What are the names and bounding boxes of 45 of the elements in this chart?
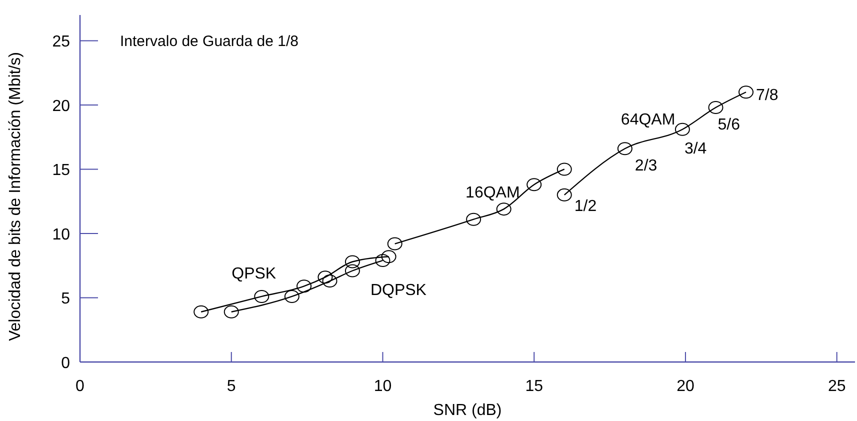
y-tick-label: 0 bbox=[61, 355, 70, 372]
x-axis-title: SNR (dB) bbox=[433, 402, 502, 419]
point bbox=[556, 188, 572, 202]
point bbox=[556, 162, 572, 176]
series-label: 64QAM bbox=[620, 112, 676, 129]
point bbox=[526, 178, 542, 192]
annotation: Intervalo de Guarda de 1/8 bbox=[120, 33, 298, 50]
point bbox=[496, 202, 512, 216]
point bbox=[194, 305, 209, 318]
x-tick-label: 10 bbox=[374, 378, 392, 395]
point bbox=[224, 305, 239, 318]
annotation: 2/3 bbox=[634, 158, 658, 175]
point bbox=[617, 142, 632, 156]
point bbox=[322, 274, 338, 288]
annotation: 7/8 bbox=[756, 87, 778, 104]
y-tick-label: 15 bbox=[52, 162, 70, 180]
point bbox=[296, 280, 312, 293]
point bbox=[318, 270, 333, 284]
annotation: 5/6 bbox=[718, 116, 740, 134]
x-tick-label: 20 bbox=[676, 378, 694, 395]
x-tick-label: 15 bbox=[525, 378, 544, 395]
point bbox=[708, 101, 724, 114]
point bbox=[381, 250, 396, 264]
point bbox=[375, 254, 390, 267]
y-tick-label: 5 bbox=[61, 290, 70, 308]
annotation: 1/2 bbox=[574, 198, 597, 215]
point bbox=[674, 122, 690, 136]
y-axis-title: Velocidad de bits de Información (Mbit/s) bbox=[7, 52, 24, 342]
point bbox=[344, 264, 360, 278]
x-tick-label: 0 bbox=[76, 378, 85, 395]
point bbox=[387, 237, 402, 250]
series-label: 16QAM bbox=[466, 184, 520, 202]
point bbox=[466, 212, 482, 226]
series-label: QPSK bbox=[232, 265, 276, 282]
series-label: DQPSK bbox=[370, 282, 427, 299]
y-tick-label: 10 bbox=[52, 226, 70, 244]
x-tick-label: 25 bbox=[828, 378, 846, 395]
point bbox=[284, 290, 300, 303]
x-tick-label: 5 bbox=[226, 378, 236, 395]
y-tick-label: 20 bbox=[52, 98, 70, 115]
point bbox=[738, 86, 754, 99]
annotation: 3/4 bbox=[684, 140, 707, 158]
point bbox=[254, 290, 270, 303]
point bbox=[344, 255, 360, 268]
y-tick-label: 25 bbox=[52, 34, 70, 51]
